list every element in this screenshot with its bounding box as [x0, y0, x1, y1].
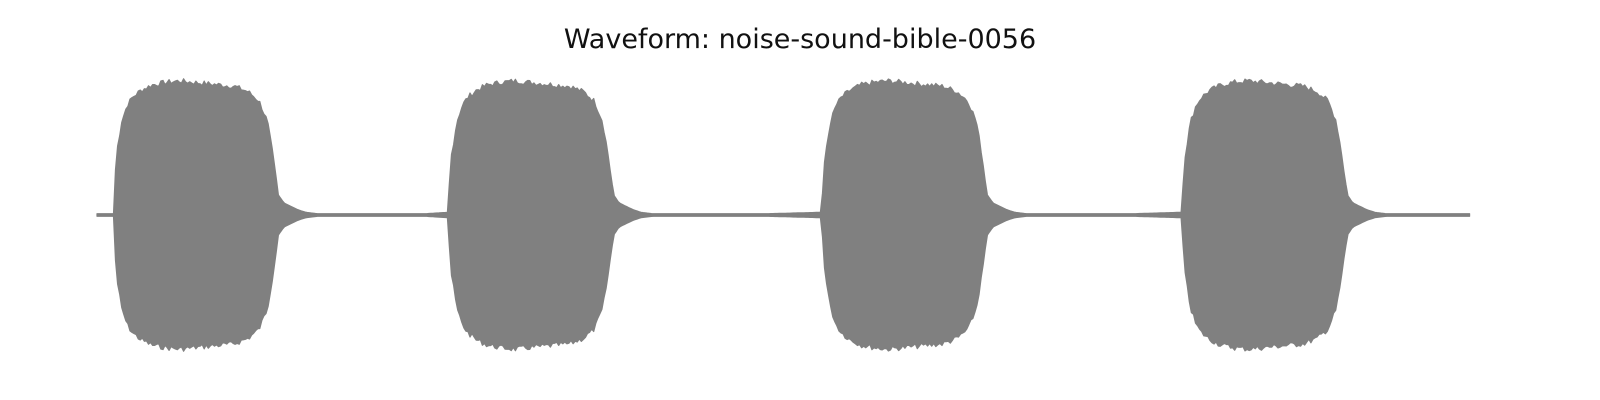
- waveform-envelope: [97, 79, 1470, 351]
